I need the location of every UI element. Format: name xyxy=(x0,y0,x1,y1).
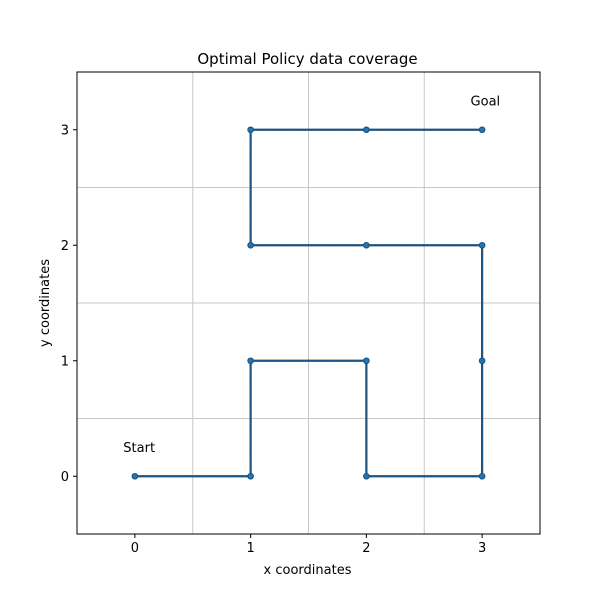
y-axis-label: y coordinates xyxy=(38,259,53,347)
annotation-start: Start xyxy=(123,441,155,456)
annotation-goal: Goal xyxy=(471,94,501,109)
policy-path xyxy=(131,126,486,480)
path-point xyxy=(363,241,370,249)
axes-frame xyxy=(76,71,541,535)
annotations: Start Goal xyxy=(123,94,500,456)
path-point xyxy=(478,357,486,365)
x-tick-label: 1 xyxy=(246,541,254,556)
path-point xyxy=(363,472,370,480)
x-tick-label: 0 xyxy=(131,541,139,556)
path-point xyxy=(478,472,486,480)
y-tick-label: 2 xyxy=(61,239,69,254)
path-point xyxy=(363,126,370,134)
path-point xyxy=(478,241,486,249)
chart-title: Optimal Policy data coverage xyxy=(197,50,417,68)
path-point xyxy=(247,126,254,134)
x-tick-label: 2 xyxy=(362,541,370,556)
y-tick-label: 0 xyxy=(61,470,69,485)
path-point xyxy=(131,472,139,480)
x-axis-ticks: 0 1 2 3 xyxy=(131,534,486,556)
path-point xyxy=(247,357,254,365)
path-point xyxy=(478,126,486,134)
x-tick-label: 3 xyxy=(478,541,486,556)
path-point xyxy=(363,357,370,365)
path-point xyxy=(247,241,254,249)
y-tick-label: 3 xyxy=(61,123,69,138)
grid-lines xyxy=(77,72,540,534)
path-point xyxy=(247,472,254,480)
x-axis-label: x coordinates xyxy=(264,563,352,578)
y-tick-label: 1 xyxy=(61,354,69,369)
y-axis-ticks: 0 1 2 3 xyxy=(61,123,77,485)
